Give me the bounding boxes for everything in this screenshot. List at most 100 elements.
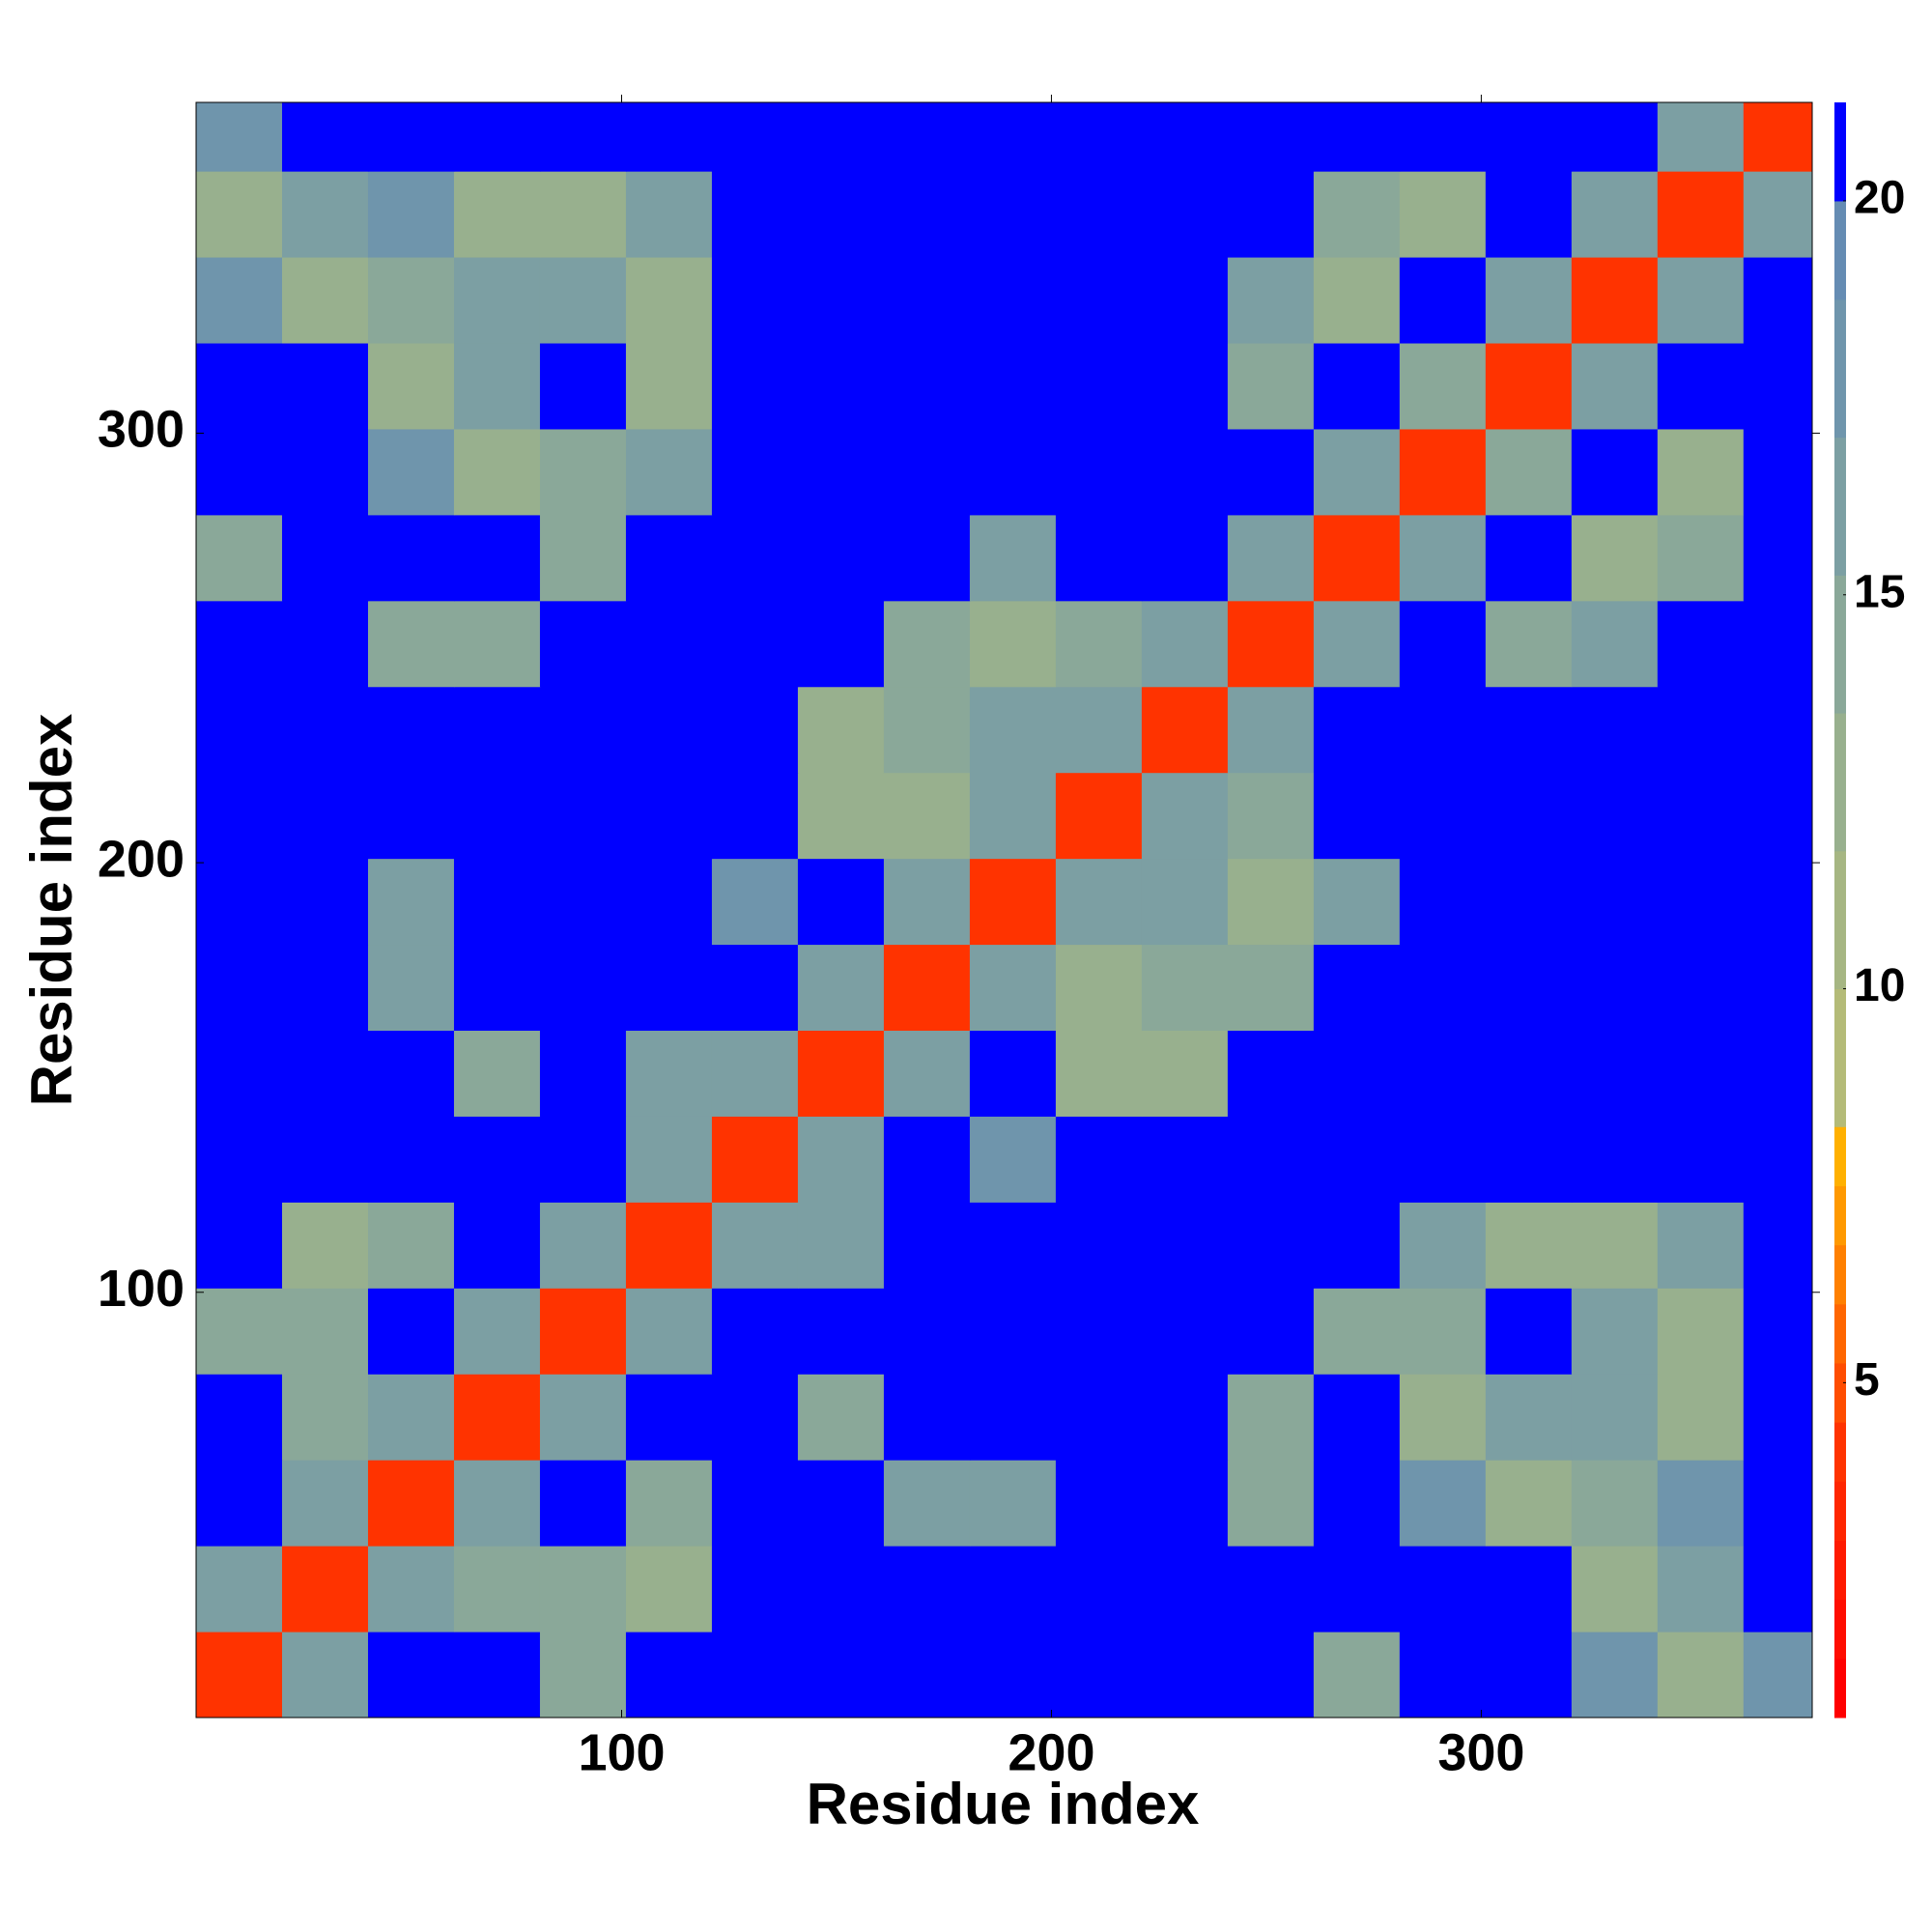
heatmap-cell — [625, 428, 713, 516]
heatmap-cell — [1657, 1546, 1745, 1633]
heatmap-cell — [281, 343, 369, 430]
heatmap-cell — [367, 257, 455, 344]
heatmap-cell — [1485, 428, 1573, 516]
heatmap-cell — [1399, 1202, 1487, 1289]
heatmap-cell — [625, 514, 713, 602]
heatmap-cell — [711, 1546, 799, 1633]
heatmap-cell — [1227, 257, 1315, 344]
heatmap-cell — [367, 1288, 455, 1375]
heatmap-cell — [883, 1632, 971, 1719]
heatmap-cell — [1313, 514, 1401, 602]
heatmap-cell — [1571, 171, 1659, 258]
heatmap-cell — [1141, 514, 1229, 602]
heatmap-cell — [625, 772, 713, 860]
heatmap-cell — [1055, 944, 1143, 1032]
heatmap-cell — [969, 944, 1057, 1032]
heatmap-cell — [1399, 257, 1487, 344]
heatmap-cell — [539, 257, 627, 344]
heatmap-cell — [1399, 858, 1487, 946]
heatmap-cell — [1485, 1632, 1573, 1719]
heatmap-cell — [1055, 514, 1143, 602]
heatmap-cell — [1571, 1030, 1659, 1117]
heatmap-cell — [1399, 1374, 1487, 1461]
heatmap-cell — [196, 257, 283, 344]
heatmap-cell — [196, 102, 283, 172]
heatmap-cell — [196, 514, 283, 602]
heatmap-cell — [883, 514, 971, 602]
heatmap-cell — [367, 1546, 455, 1633]
heatmap-cell — [1313, 858, 1401, 946]
heatmap-cell — [281, 1632, 369, 1719]
heatmap-cell — [1399, 944, 1487, 1032]
heatmap-cell — [1485, 343, 1573, 430]
heatmap-cell — [1141, 171, 1229, 258]
heatmap-cell — [1055, 1546, 1143, 1633]
heatmap-cell — [367, 944, 455, 1032]
heatmap-cell — [1313, 257, 1401, 344]
heatmap-cell — [453, 1116, 541, 1203]
heatmap-cell — [1571, 1460, 1659, 1547]
heatmap-cell — [367, 600, 455, 688]
heatmap-cell — [969, 858, 1057, 946]
heatmap-cell — [797, 1374, 885, 1461]
heatmap-cell — [1399, 1546, 1487, 1633]
heatmap-cell — [1227, 514, 1315, 602]
heatmap-cell — [797, 428, 885, 516]
heatmap-cell — [883, 1374, 971, 1461]
heatmap-cell — [1055, 1374, 1143, 1461]
heatmap-cell — [797, 686, 885, 774]
heatmap-cell — [1227, 102, 1315, 172]
heatmap-cell — [1227, 1288, 1315, 1375]
heatmap-cell — [453, 772, 541, 860]
heatmap-cell — [1657, 343, 1745, 430]
heatmap-cell — [711, 1374, 799, 1461]
heatmap-cell — [1485, 1030, 1573, 1117]
heatmap-cell — [711, 686, 799, 774]
colorbar-tick-label: 5 — [1854, 1354, 1880, 1406]
heatmap-cell — [539, 343, 627, 430]
heatmap-cell — [367, 686, 455, 774]
heatmap-cell — [539, 686, 627, 774]
heatmap-cell — [196, 343, 283, 430]
heatmap-cell — [281, 944, 369, 1032]
heatmap-cell — [1571, 858, 1659, 946]
heatmap-cell — [1313, 1546, 1401, 1633]
heatmap-cell — [1571, 1546, 1659, 1633]
heatmap-cell — [281, 1288, 369, 1375]
heatmap-cell — [1485, 514, 1573, 602]
heatmap-cell — [367, 858, 455, 946]
heatmap-cell — [1141, 1116, 1229, 1203]
y-axis-label: Residue index — [19, 714, 84, 1107]
colorbar-level — [1834, 1422, 1846, 1482]
heatmap-cell — [1743, 343, 1813, 430]
heatmap-cell — [1141, 944, 1229, 1032]
heatmap-cell — [1743, 257, 1813, 344]
heatmap-cell — [539, 1374, 627, 1461]
heatmap-cell — [625, 1460, 713, 1547]
heatmap-cell — [281, 257, 369, 344]
heatmap-cell — [367, 514, 455, 602]
heatmap-cell — [453, 944, 541, 1032]
heatmap-cell — [1743, 600, 1813, 688]
heatmap-cell — [1313, 428, 1401, 516]
heatmap-cell — [1399, 102, 1487, 172]
heatmap-cell — [196, 1116, 283, 1203]
heatmap-cell — [1743, 428, 1813, 516]
heatmap-cell — [281, 600, 369, 688]
heatmap-cell — [883, 858, 971, 946]
heatmap-cell — [367, 428, 455, 516]
heatmap-cell — [453, 1546, 541, 1633]
heatmap-cell — [1657, 1288, 1745, 1375]
heatmap-cell — [1227, 686, 1315, 774]
heatmap-cell — [1571, 772, 1659, 860]
heatmap-cell — [1313, 1030, 1401, 1117]
heatmap-cell — [711, 1116, 799, 1203]
heatmap-cell — [1571, 102, 1659, 172]
heatmap-cell — [539, 944, 627, 1032]
heatmap-cell — [1485, 102, 1573, 172]
heatmap-cell — [1141, 257, 1229, 344]
heatmap-cell — [1743, 1116, 1813, 1203]
heatmap-cell — [625, 858, 713, 946]
heatmap-cell — [883, 257, 971, 344]
heatmap-cell — [797, 772, 885, 860]
